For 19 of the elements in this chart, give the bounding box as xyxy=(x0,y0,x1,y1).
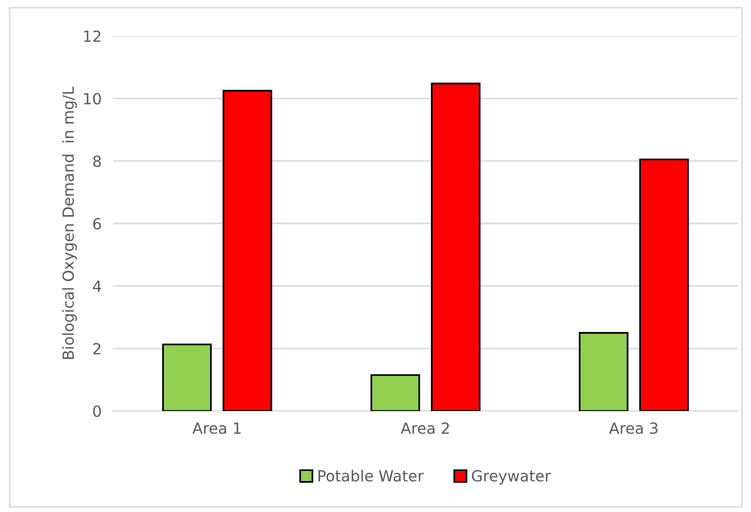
y-tick-label: 0 xyxy=(93,405,101,418)
y-tick-label: 12 xyxy=(84,30,100,42)
y-axis-title: Biological Oxygen Demand in mg/L xyxy=(62,86,77,359)
y-tick-label: 10 xyxy=(84,92,101,105)
legend-label: Potable Water xyxy=(318,470,424,482)
y-tick-label: 4 xyxy=(92,280,102,292)
y-tick-label: 6 xyxy=(93,218,101,230)
bar xyxy=(430,82,480,411)
x-tick-label: Area 2 xyxy=(400,422,449,434)
bar xyxy=(370,374,420,411)
y-tick-label: 2 xyxy=(93,342,100,354)
bar xyxy=(162,344,212,411)
bar xyxy=(222,90,272,411)
legend-label: Greywater xyxy=(472,470,551,485)
bar xyxy=(639,158,689,411)
x-tick-label: Area 1 xyxy=(192,422,241,434)
y-tick-label: 8 xyxy=(93,155,101,168)
x-tick-label: Area 3 xyxy=(609,422,658,434)
bar xyxy=(578,332,628,411)
